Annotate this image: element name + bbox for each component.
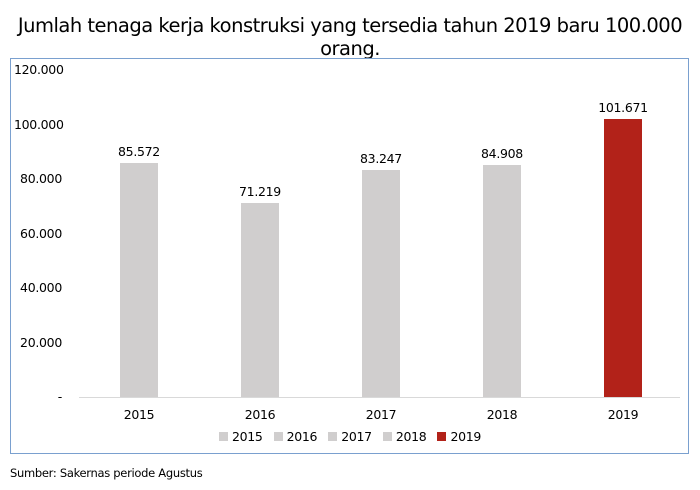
x-tick-label: 2018 xyxy=(486,407,518,422)
legend-label: 2017 xyxy=(341,429,372,444)
legend-label: 2019 xyxy=(450,429,482,444)
legend-item-2019: 2019 xyxy=(437,429,481,444)
bar-value-label: 83.247 xyxy=(360,151,402,166)
legend-label: 2016 xyxy=(286,429,318,444)
y-tick-label: 20.000 xyxy=(20,335,62,350)
x-tick-label: 2015 xyxy=(123,407,155,422)
bar-value-label: 71.219 xyxy=(239,184,281,199)
legend-swatch-icon xyxy=(437,432,447,441)
legend-swatch-icon xyxy=(218,432,228,441)
bar-value-label: 101.671 xyxy=(598,100,648,115)
x-axis-line xyxy=(79,397,680,398)
legend-label: 2018 xyxy=(395,429,427,444)
legend-swatch-icon xyxy=(273,432,283,441)
legend-item-2018: 2018 xyxy=(382,429,427,444)
legend-item-2015: 2015 xyxy=(218,429,263,444)
legend-item-2016: 2016 xyxy=(273,429,318,444)
x-tick-label: 2016 xyxy=(244,407,276,422)
y-tick-label: 40.000 xyxy=(20,280,62,295)
bar-2015 xyxy=(120,163,158,397)
y-tick-label: 80.000 xyxy=(20,171,62,186)
legend-label: 2015 xyxy=(231,429,263,444)
y-tick-label: 60.000 xyxy=(20,226,62,241)
x-tick-label: 2017 xyxy=(365,407,397,422)
legend-swatch-icon xyxy=(382,432,392,441)
bar-2017 xyxy=(362,170,400,397)
y-tick-label: 120.000 xyxy=(14,62,64,77)
legend-swatch-icon xyxy=(328,432,338,441)
legend-item-2017: 2017 xyxy=(328,429,372,444)
bar-2019 xyxy=(604,119,642,397)
y-tick-label: - xyxy=(57,389,63,404)
bar-value-label: 84.908 xyxy=(481,146,523,161)
chart-frame xyxy=(10,58,689,454)
bar-2016 xyxy=(241,203,279,397)
chart-title: Jumlah tenaga kerja konstruksi yang ters… xyxy=(17,14,683,60)
chart-legend: 2015 2016 2017 2018 2019 xyxy=(0,429,700,444)
y-tick-label: 100.000 xyxy=(14,117,64,132)
bar-2018 xyxy=(483,165,521,397)
source-note: Sumber: Sakernas periode Agustus xyxy=(10,466,203,480)
bar-value-label: 85.572 xyxy=(118,144,160,159)
x-tick-label: 2019 xyxy=(607,407,639,422)
